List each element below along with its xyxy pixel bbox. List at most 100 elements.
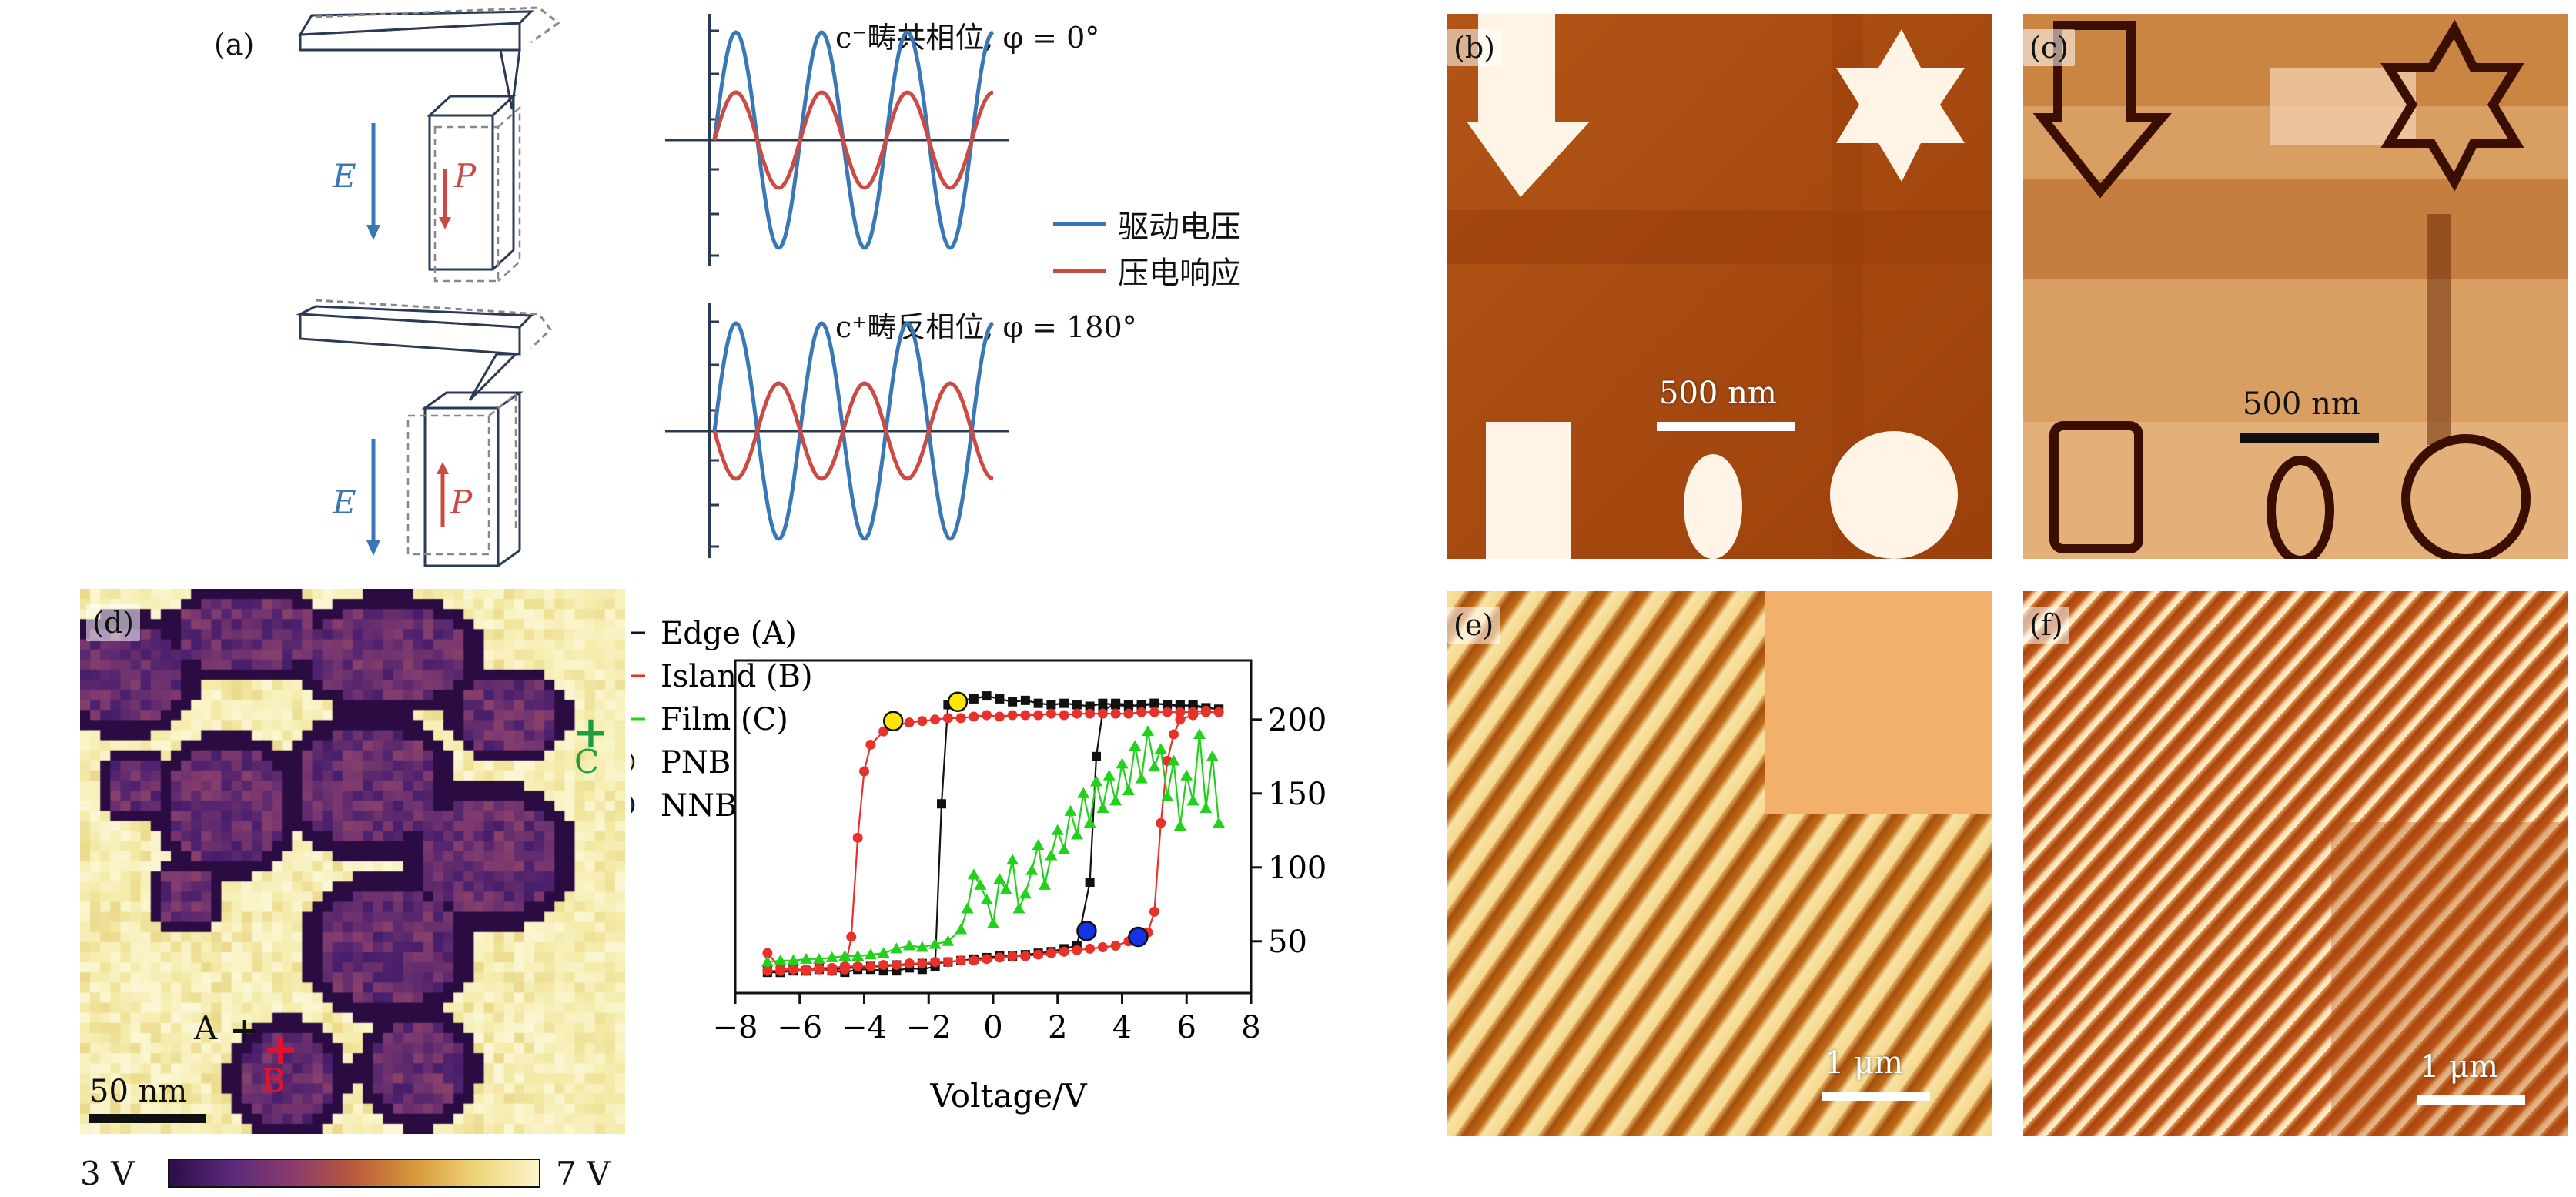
cantilever-top <box>298 6 560 110</box>
panel-f-scale-bar <box>2417 1095 2525 1105</box>
island-b-return-point <box>891 960 902 971</box>
island-b-point <box>1175 707 1186 717</box>
legend-label-pnb: PNB <box>661 745 731 781</box>
island-b-point <box>1123 708 1134 719</box>
panel-b-image: (b) 500 nm <box>1447 14 1992 559</box>
legend-label-edge-a: Edge (A) <box>661 616 797 651</box>
y-tick-label: 150 <box>1268 777 1326 812</box>
crystal-top <box>427 95 517 271</box>
polarization-label-bottom: P <box>450 483 473 521</box>
x-tick-label: 2 <box>1048 1010 1067 1045</box>
island-b-point <box>1007 710 1018 721</box>
edge-a-point <box>1033 698 1043 708</box>
x-tick-label: −8 <box>713 1010 758 1045</box>
island-b-return-point <box>1059 946 1069 957</box>
island-b-point <box>917 716 928 727</box>
x-tick-label: 8 <box>1241 1010 1260 1045</box>
panel-b-shapes <box>1447 14 1992 559</box>
arrow-outline <box>2032 21 2172 199</box>
island-b-return-point <box>865 961 876 971</box>
island-b-return-point <box>827 962 838 973</box>
x-tick-label: 0 <box>983 1010 1002 1045</box>
film-c-point <box>1077 787 1090 798</box>
film-c-point <box>1012 902 1025 914</box>
edge-a-return-point <box>1085 878 1095 887</box>
film-c-point <box>1206 750 1219 761</box>
panel-f-label: (f) <box>2023 607 2069 644</box>
film-c-point <box>1129 740 1142 751</box>
film-c-point <box>800 952 813 964</box>
nucleation-voltage-map <box>80 589 625 1134</box>
edge-a-return-point <box>1163 700 1173 710</box>
island-b-return-point <box>775 965 786 976</box>
island-b-return-point <box>1033 949 1044 960</box>
island-b-point <box>1020 710 1031 721</box>
caption-in-phase: c⁻畴共相位, φ = 0° <box>835 21 1100 55</box>
panel-c-scale-text: 500 nm <box>2243 386 2360 422</box>
film-c-point <box>999 883 1012 894</box>
panel-d-label: (d) <box>86 604 140 641</box>
island-b-point <box>904 717 915 728</box>
island-b-point <box>1136 707 1147 717</box>
film-c-point <box>1142 725 1154 737</box>
panel-e-scale-text: 1 μm <box>1825 1045 1904 1081</box>
film-c-point <box>761 955 774 967</box>
island-b-return-point <box>1020 951 1031 961</box>
marker-b-cross: + <box>263 1024 299 1075</box>
island-b-return-point <box>1156 818 1166 828</box>
edge-a-return-point <box>1092 751 1101 761</box>
island-b-return-point <box>1097 941 1108 952</box>
film-c-point <box>1186 794 1199 806</box>
panel-f-poled-region <box>2331 822 2568 1136</box>
film-c-point <box>787 954 800 965</box>
island-b-point <box>852 832 863 843</box>
legend-drive-voltage: 驱动电压 <box>1053 202 1241 246</box>
y-tick-label: 100 <box>1268 851 1326 886</box>
panel-f-stripes <box>2023 591 2568 1136</box>
marker-a-label: A <box>194 1009 218 1047</box>
film-c-point <box>1102 769 1116 781</box>
island-b-return-point <box>801 964 811 975</box>
sine-plot-anti-phase <box>665 303 1009 558</box>
edge-a-return-point <box>1149 698 1159 708</box>
island-b-point <box>1033 710 1044 721</box>
piezo-response-curve-top <box>712 90 994 190</box>
film-c-point <box>1039 878 1051 890</box>
island-b-return-point <box>839 961 850 971</box>
island-b-return-point <box>1110 941 1121 951</box>
film-c-point <box>1167 754 1180 766</box>
film-c-point <box>961 902 974 914</box>
panel-b-scale-text: 500 nm <box>1659 376 1777 411</box>
legend-drive-swatch <box>1053 222 1106 226</box>
island-b-return-point <box>1072 945 1082 955</box>
edge-a-point <box>982 691 992 701</box>
panel-b-scale-bar <box>1657 422 1795 431</box>
island-b-return-point <box>982 954 992 965</box>
panel-c-image: (c) 500 nm <box>2023 14 2568 559</box>
film-c-point <box>915 941 928 952</box>
legend-piezo-response: 压电响应 <box>1053 248 1241 293</box>
pnb-point <box>882 711 904 731</box>
island-b-point <box>994 711 1005 722</box>
panel-a: (a) E P <box>0 0 1401 570</box>
cantilever-schematic-top <box>298 6 560 283</box>
x-tick-label: −4 <box>841 1010 887 1045</box>
edge-a-point <box>1098 698 1108 708</box>
cantilever-schematic-bottom <box>296 299 552 567</box>
film-c-point <box>1180 769 1193 781</box>
island-b-point <box>1059 710 1069 721</box>
film-c-point <box>980 894 993 905</box>
film-c-point <box>1032 839 1045 850</box>
panel-c-shapes <box>2023 14 2568 559</box>
panel-f-scale-text: 1 μm <box>2420 1049 2499 1085</box>
film-c-point <box>864 948 877 960</box>
panel-d-image: (d) + A + B + C 50 nm <box>80 589 625 1134</box>
x-tick-label: −2 <box>906 1010 952 1045</box>
island-b-point <box>982 710 992 721</box>
island-b-point <box>762 948 773 958</box>
circle-outline <box>2401 434 2531 559</box>
film-c-point <box>1083 817 1096 828</box>
colorbar-max-label: 7 V <box>556 1155 611 1192</box>
film-c-point <box>1154 743 1167 754</box>
panel-c-scale-bar <box>2240 433 2379 443</box>
